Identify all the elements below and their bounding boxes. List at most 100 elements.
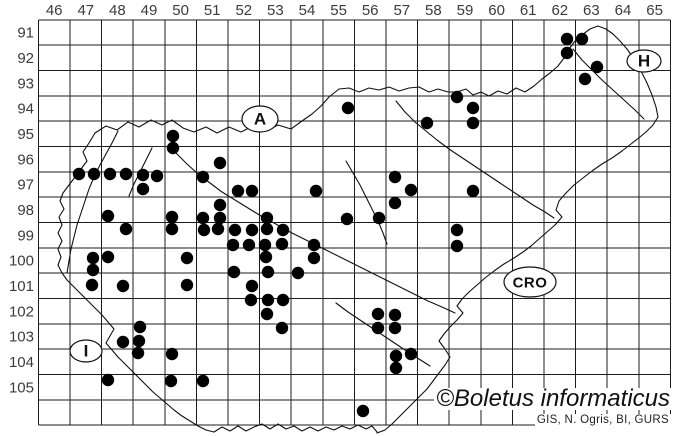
- occurrence-dot: [150, 169, 164, 183]
- occurrence-dot: [101, 209, 115, 223]
- slovenia-border-west-path: [57, 132, 215, 433]
- occurrence-dot: [119, 167, 133, 181]
- row-label: 102: [9, 303, 34, 320]
- occurrence-dot: [213, 211, 227, 225]
- occurrence-dot: [260, 307, 274, 321]
- country-oval: [69, 339, 103, 363]
- occurrence-dot: [180, 251, 194, 265]
- occurrence-dot: [466, 184, 480, 198]
- occurrence-dot: [197, 223, 211, 237]
- col-label: 47: [77, 2, 94, 19]
- row-label: 101: [9, 278, 34, 295]
- occurrence-dot: [307, 238, 321, 252]
- occurrence-dot: [578, 72, 592, 86]
- occurrence-dot: [131, 346, 145, 360]
- col-label: 63: [583, 2, 600, 19]
- occurrence-dot: [261, 265, 275, 279]
- col-label: 59: [457, 2, 474, 19]
- occurrence-dot: [371, 307, 385, 321]
- occurrence-dot: [261, 293, 275, 307]
- col-label: 46: [46, 2, 63, 19]
- istria-coast-path: [213, 423, 378, 433]
- row-label: 92: [17, 50, 34, 67]
- country-oval: [503, 266, 557, 298]
- attribution-text: GIS, N. Ogris, BI, GURS: [534, 414, 671, 427]
- occurrence-dot: [242, 238, 256, 252]
- occurrence-dot: [213, 156, 227, 170]
- occurrence-dot: [291, 266, 305, 280]
- occurrence-dot: [101, 373, 115, 387]
- occurrence-dot: [245, 184, 259, 198]
- grid-lines: [37, 19, 671, 426]
- occurrence-dot: [276, 293, 290, 307]
- occurrence-dot: [260, 222, 274, 236]
- occurrence-dot: [133, 320, 147, 334]
- occurrence-dot: [388, 321, 402, 335]
- occurrence-dot: [227, 265, 241, 279]
- occurrence-dot: [276, 223, 290, 237]
- country-oval-label: H: [638, 52, 650, 71]
- occurrence-dot: [466, 101, 480, 115]
- occurrence-dot: [116, 335, 130, 349]
- col-label: 62: [551, 2, 568, 19]
- occurrence-dot: [136, 182, 150, 196]
- col-label: 57: [393, 2, 410, 19]
- country-oval: [626, 49, 662, 73]
- col-label: 54: [299, 2, 316, 19]
- occurrence-dot: [85, 278, 99, 292]
- row-label: 96: [17, 151, 34, 168]
- occurrence-dot: [166, 129, 180, 143]
- occurrence-dot: [116, 279, 130, 293]
- occurrence-dots: [72, 32, 604, 418]
- occurrence-dot: [275, 237, 289, 251]
- row-label: 103: [9, 329, 34, 346]
- row-label: 104: [9, 354, 34, 371]
- col-label: 56: [362, 2, 379, 19]
- occurrence-dot: [119, 222, 133, 236]
- slovenia-border-north-east-path: [94, 25, 659, 434]
- occurrence-dot: [196, 211, 210, 225]
- country-oval: [241, 105, 279, 133]
- occurrence-dot: [560, 46, 574, 60]
- occurrence-dot: [258, 238, 272, 252]
- occurrence-dot: [72, 167, 86, 181]
- col-label: 65: [646, 2, 663, 19]
- axis-labels: 46 47 48 49 50 51 52 53 54 55 56 57 58 59 60 61 62 63 64 65…: [9, 2, 663, 396]
- occurrence-dot: [450, 223, 464, 237]
- col-label: 51: [204, 2, 221, 19]
- occurrence-dot: [356, 404, 370, 418]
- col-label: 49: [141, 2, 158, 19]
- occurrence-dot: [388, 170, 402, 184]
- occurrence-dot: [560, 32, 574, 46]
- col-label: 61: [520, 2, 537, 19]
- river-savinja-path: [345, 160, 388, 245]
- occurrence-dot: [372, 211, 386, 225]
- country-oval-label: A: [254, 110, 266, 129]
- occurrence-dot: [226, 238, 240, 252]
- row-label: 94: [17, 101, 34, 118]
- occurrence-dot: [165, 210, 179, 224]
- country-oval-label: CRO: [513, 275, 548, 292]
- occurrence-dot: [196, 374, 210, 388]
- col-label: 52: [235, 2, 252, 19]
- occurrence-dot: [450, 90, 464, 104]
- occurrence-dot: [244, 293, 258, 307]
- occurrence-dot: [211, 222, 225, 236]
- col-label: 55: [330, 2, 347, 19]
- occurrence-dot: [404, 347, 418, 361]
- row-label: 100: [9, 253, 34, 270]
- occurrence-dot: [389, 349, 403, 363]
- occurrence-dot: [371, 321, 385, 335]
- watermark-text: ©Boletus informaticus: [434, 385, 672, 412]
- occurrence-dot: [590, 60, 604, 74]
- row-label: 97: [17, 177, 34, 194]
- col-label: 48: [109, 2, 126, 19]
- col-label: 50: [172, 2, 189, 19]
- col-label: 64: [615, 2, 632, 19]
- occurrence-dot: [132, 334, 146, 348]
- occurrence-dot: [404, 183, 418, 197]
- occurrence-dot: [450, 239, 464, 253]
- river-mura-path: [572, 48, 645, 120]
- occurrence-dot: [101, 250, 115, 264]
